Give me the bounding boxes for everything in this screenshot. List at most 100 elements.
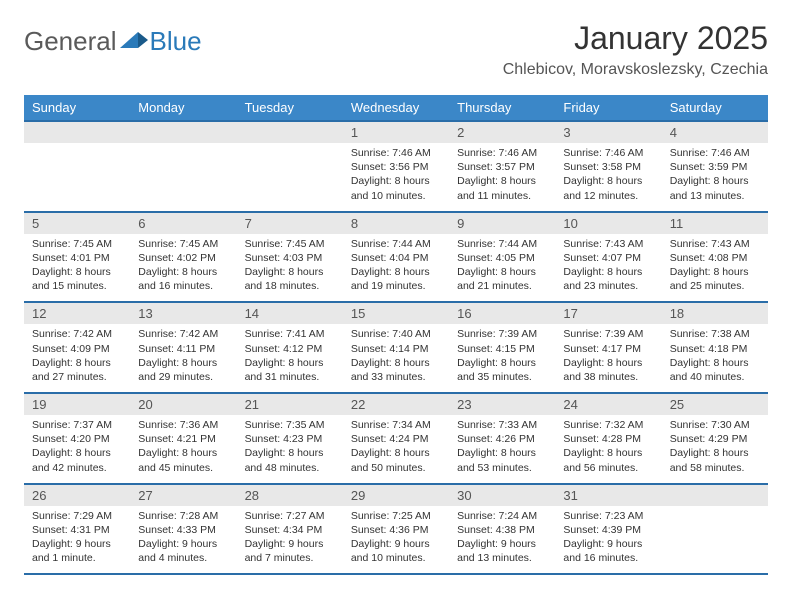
sunset-line: Sunset: 4:18 PM bbox=[670, 342, 760, 356]
sunrise-line: Sunrise: 7:41 AM bbox=[245, 327, 335, 341]
daylight-line: Daylight: 8 hours and 48 minutes. bbox=[245, 446, 335, 474]
header: General Blue January 2025 Chlebicov, Mor… bbox=[24, 20, 768, 79]
location: Chlebicov, Moravskoslezsky, Czechia bbox=[503, 61, 768, 79]
sunset-line: Sunset: 4:17 PM bbox=[563, 342, 653, 356]
detail-row: Sunrise: 7:42 AMSunset: 4:09 PMDaylight:… bbox=[24, 324, 768, 393]
day-number-cell: 14 bbox=[237, 302, 343, 324]
sunset-line: Sunset: 4:01 PM bbox=[32, 251, 122, 265]
sunrise-line: Sunrise: 7:36 AM bbox=[138, 418, 228, 432]
daylight-line: Daylight: 8 hours and 50 minutes. bbox=[351, 446, 441, 474]
day-number-cell bbox=[237, 121, 343, 143]
sunrise-line: Sunrise: 7:30 AM bbox=[670, 418, 760, 432]
sunset-line: Sunset: 4:08 PM bbox=[670, 251, 760, 265]
day-detail-cell: Sunrise: 7:44 AMSunset: 4:05 PMDaylight:… bbox=[449, 234, 555, 303]
day-detail-cell: Sunrise: 7:39 AMSunset: 4:15 PMDaylight:… bbox=[449, 324, 555, 393]
day-detail-cell: Sunrise: 7:23 AMSunset: 4:39 PMDaylight:… bbox=[555, 506, 661, 575]
day-detail-cell: Sunrise: 7:37 AMSunset: 4:20 PMDaylight:… bbox=[24, 415, 130, 484]
daylight-line: Daylight: 8 hours and 12 minutes. bbox=[563, 174, 653, 202]
sunrise-line: Sunrise: 7:29 AM bbox=[32, 509, 122, 523]
day-detail-cell: Sunrise: 7:42 AMSunset: 4:09 PMDaylight:… bbox=[24, 324, 130, 393]
day-detail-cell: Sunrise: 7:46 AMSunset: 3:58 PMDaylight:… bbox=[555, 143, 661, 212]
day-detail-cell: Sunrise: 7:33 AMSunset: 4:26 PMDaylight:… bbox=[449, 415, 555, 484]
day-number-cell: 12 bbox=[24, 302, 130, 324]
logo-text-2: Blue bbox=[150, 26, 202, 57]
sunrise-line: Sunrise: 7:38 AM bbox=[670, 327, 760, 341]
sunrise-line: Sunrise: 7:40 AM bbox=[351, 327, 441, 341]
sunset-line: Sunset: 4:39 PM bbox=[563, 523, 653, 537]
daylight-line: Daylight: 8 hours and 58 minutes. bbox=[670, 446, 760, 474]
logo: General Blue bbox=[24, 26, 202, 57]
sunset-line: Sunset: 4:07 PM bbox=[563, 251, 653, 265]
sunrise-line: Sunrise: 7:24 AM bbox=[457, 509, 547, 523]
day-number-cell: 3 bbox=[555, 121, 661, 143]
day-detail-cell: Sunrise: 7:30 AMSunset: 4:29 PMDaylight:… bbox=[662, 415, 768, 484]
sunset-line: Sunset: 4:12 PM bbox=[245, 342, 335, 356]
day-number-cell: 31 bbox=[555, 484, 661, 506]
daylight-line: Daylight: 8 hours and 21 minutes. bbox=[457, 265, 547, 293]
sunset-line: Sunset: 4:21 PM bbox=[138, 432, 228, 446]
daylight-line: Daylight: 8 hours and 53 minutes. bbox=[457, 446, 547, 474]
sunrise-line: Sunrise: 7:46 AM bbox=[351, 146, 441, 160]
day-detail-cell: Sunrise: 7:45 AMSunset: 4:01 PMDaylight:… bbox=[24, 234, 130, 303]
daylight-line: Daylight: 8 hours and 33 minutes. bbox=[351, 356, 441, 384]
day-detail-cell: Sunrise: 7:44 AMSunset: 4:04 PMDaylight:… bbox=[343, 234, 449, 303]
day-number-cell: 13 bbox=[130, 302, 236, 324]
sunset-line: Sunset: 3:56 PM bbox=[351, 160, 441, 174]
day-detail-cell: Sunrise: 7:25 AMSunset: 4:36 PMDaylight:… bbox=[343, 506, 449, 575]
day-number-cell: 15 bbox=[343, 302, 449, 324]
weekday-header: Tuesday bbox=[237, 95, 343, 121]
day-detail-cell bbox=[24, 143, 130, 212]
sunrise-line: Sunrise: 7:27 AM bbox=[245, 509, 335, 523]
sunset-line: Sunset: 4:33 PM bbox=[138, 523, 228, 537]
daynum-row: 1234 bbox=[24, 121, 768, 143]
day-number-cell: 24 bbox=[555, 393, 661, 415]
day-number-cell: 19 bbox=[24, 393, 130, 415]
detail-row: Sunrise: 7:45 AM Sunset: 4:01 PM Daylight:… bbox=[24, 234, 768, 303]
sunrise-line: Sunrise: 7:32 AM bbox=[563, 418, 653, 432]
daylight-line: Daylight: 8 hours and 19 minutes. bbox=[351, 265, 441, 293]
day-number-cell: 17 bbox=[555, 302, 661, 324]
day-number-cell bbox=[24, 121, 130, 143]
day-detail-cell: Sunrise: 7:34 AMSunset: 4:24 PMDaylight:… bbox=[343, 415, 449, 484]
logo-triangle-icon bbox=[120, 30, 148, 50]
detail-row: Sunrise: 7:46 AMSunset: 3:56 PMDaylight:… bbox=[24, 143, 768, 212]
sunset-line: Sunset: 4:15 PM bbox=[457, 342, 547, 356]
day-number-cell: 4 bbox=[662, 121, 768, 143]
daylight-line: Daylight: 8 hours and 38 minutes. bbox=[563, 356, 653, 384]
day-number-cell: 2 bbox=[449, 121, 555, 143]
day-number-cell: 16 bbox=[449, 302, 555, 324]
daynum-row: 262728293031 bbox=[24, 484, 768, 506]
daylight-line: Daylight: 8 hours and 10 minutes. bbox=[351, 174, 441, 202]
sunset-line: Sunset: 4:03 PM bbox=[245, 251, 335, 265]
sunrise-line: Sunrise: 7:43 AM bbox=[563, 237, 653, 251]
daylight-line: Daylight: 8 hours and 56 minutes. bbox=[563, 446, 653, 474]
weekday-header: Sunday bbox=[24, 95, 130, 121]
day-detail-cell: Sunrise: 7:29 AMSunset: 4:31 PMDaylight:… bbox=[24, 506, 130, 575]
day-detail-cell: Sunrise: 7:43 AMSunset: 4:08 PMDaylight:… bbox=[662, 234, 768, 303]
sunset-line: Sunset: 4:14 PM bbox=[351, 342, 441, 356]
title-block: January 2025 Chlebicov, Moravskoslezsky,… bbox=[503, 20, 768, 79]
weekday-header: Friday bbox=[555, 95, 661, 121]
day-number-cell: 22 bbox=[343, 393, 449, 415]
day-number-cell: 25 bbox=[662, 393, 768, 415]
sunrise-line: Sunrise: 7:35 AM bbox=[245, 418, 335, 432]
day-detail-cell: Sunrise: 7:45 AMSunset: 4:02 PMDaylight:… bbox=[130, 234, 236, 303]
detail-row: Sunrise: 7:29 AMSunset: 4:31 PMDaylight:… bbox=[24, 506, 768, 575]
day-detail-cell: Sunrise: 7:32 AMSunset: 4:28 PMDaylight:… bbox=[555, 415, 661, 484]
day-detail-cell: Sunrise: 7:35 AMSunset: 4:23 PMDaylight:… bbox=[237, 415, 343, 484]
day-number-cell bbox=[130, 121, 236, 143]
day-number-cell: 29 bbox=[343, 484, 449, 506]
day-detail-cell: Sunrise: 7:46 AMSunset: 3:57 PMDaylight:… bbox=[449, 143, 555, 212]
day-detail-cell bbox=[662, 506, 768, 575]
calendar-body: 1234 Sunrise: 7:46 AMSunset: 3:56 PMDayl… bbox=[24, 121, 768, 574]
day-detail-cell: Sunrise: 7:38 AMSunset: 4:18 PMDaylight:… bbox=[662, 324, 768, 393]
daylight-line: Daylight: 8 hours and 18 minutes. bbox=[245, 265, 335, 293]
day-detail-cell: Sunrise: 7:24 AMSunset: 4:38 PMDaylight:… bbox=[449, 506, 555, 575]
daylight-line: Daylight: 9 hours and 4 minutes. bbox=[138, 537, 228, 565]
sunrise-line: Sunrise: 7:45 AM bbox=[245, 237, 335, 251]
sunrise-line: Sunrise: 7:34 AM bbox=[351, 418, 441, 432]
sunset-line: Sunset: 4:23 PM bbox=[245, 432, 335, 446]
day-detail-cell: Sunrise: 7:27 AMSunset: 4:34 PMDaylight:… bbox=[237, 506, 343, 575]
day-detail-cell: Sunrise: 7:28 AMSunset: 4:33 PMDaylight:… bbox=[130, 506, 236, 575]
day-number-cell: 8 bbox=[343, 212, 449, 234]
